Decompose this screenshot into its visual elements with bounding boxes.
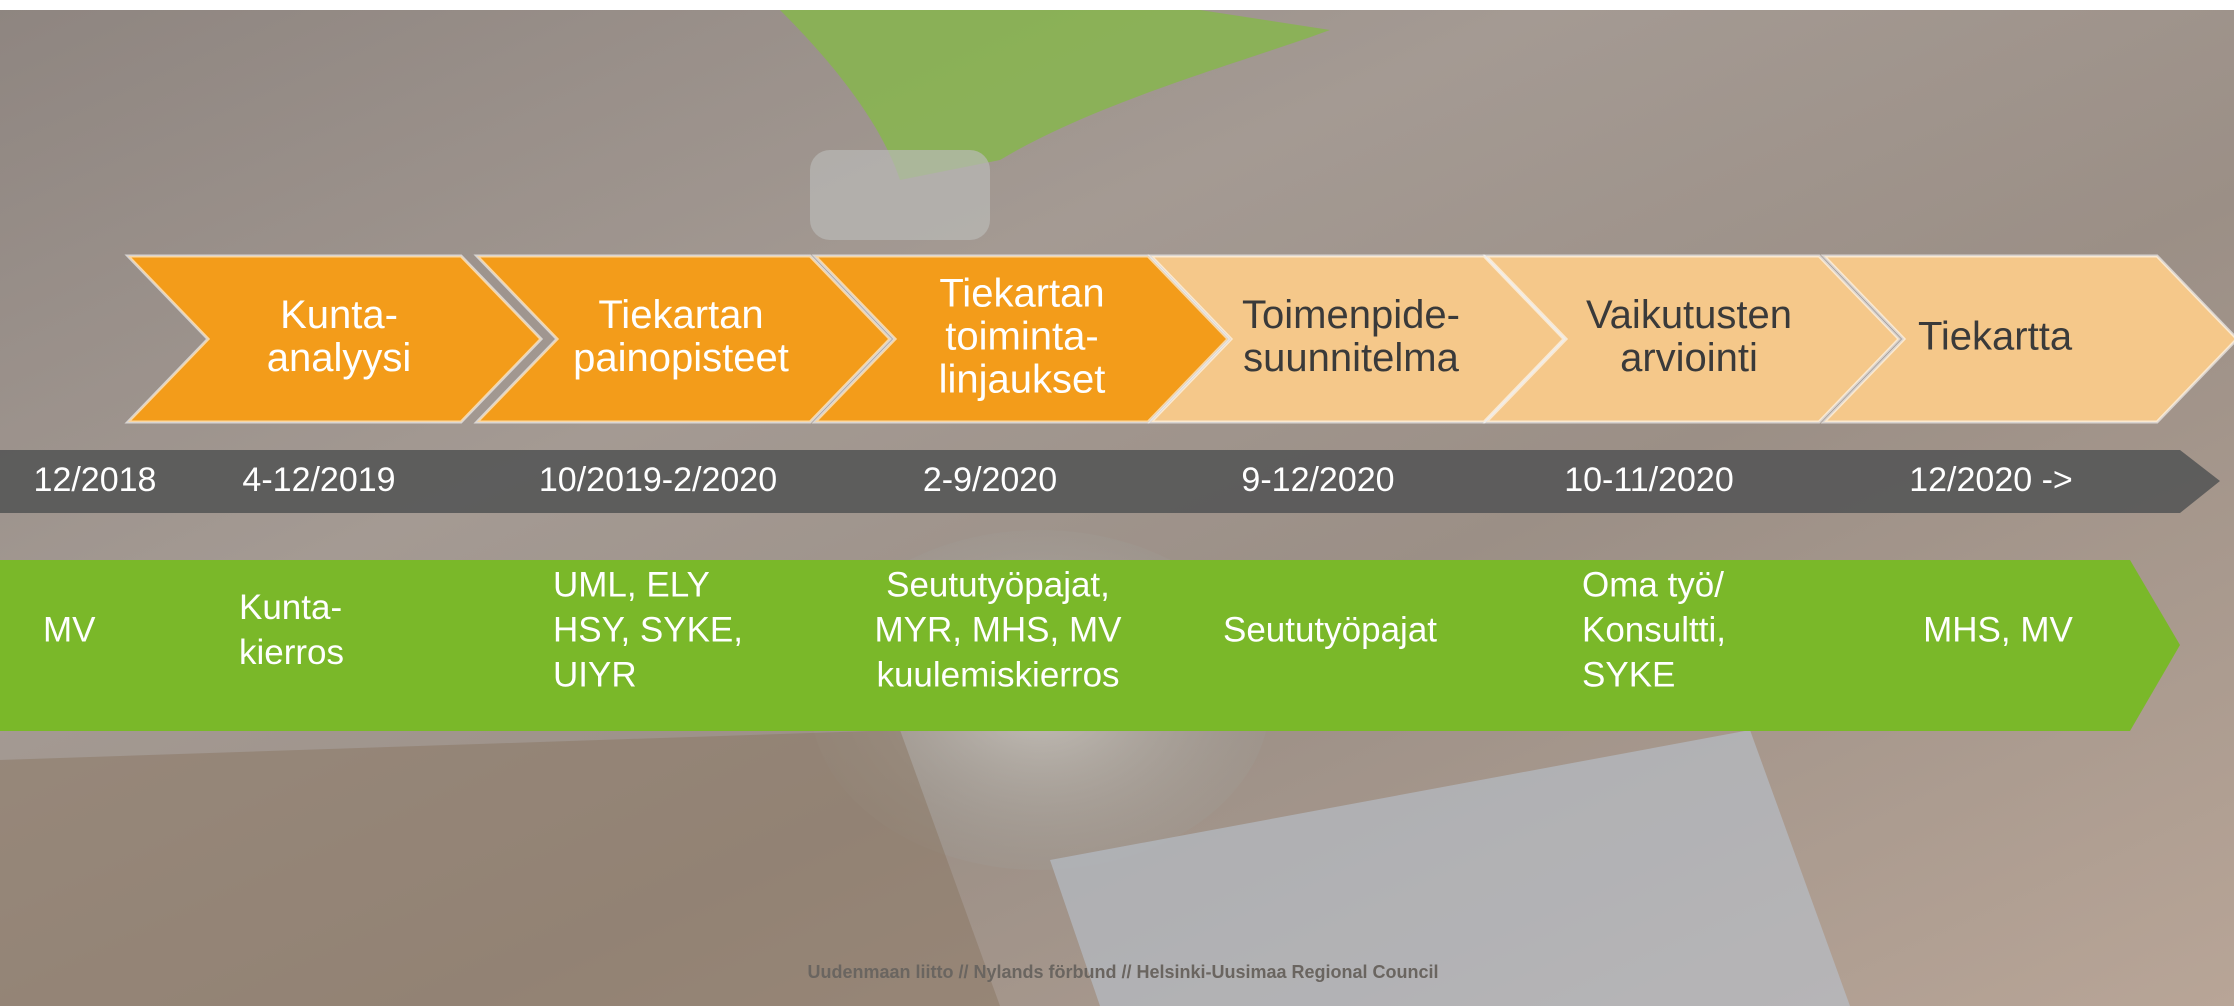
actor-bar (0, 560, 2180, 731)
chevron (811, 254, 1231, 424)
date-label: 10/2019-2/2020 (539, 461, 777, 499)
actor-label: SYKE (1582, 655, 1675, 694)
date-label: 12/2020 -> (1909, 461, 2073, 499)
step-label: Kunta- (280, 293, 398, 337)
actor-label: MYR, MHS, MV (875, 610, 1123, 649)
actor-label: HSY, SYKE, (553, 610, 743, 649)
step-label: painopisteet (573, 336, 789, 380)
date-label: 9-12/2020 (1241, 461, 1394, 499)
chevrons: Kunta-analyysiTiekartanpainopisteetTieka… (124, 254, 2234, 424)
step-label: linjaukset (939, 358, 1106, 402)
actor-label: kierros (239, 633, 344, 672)
actor-label: UIYR (553, 655, 637, 694)
wood-light (1050, 730, 1850, 1006)
actor-label: MV (43, 610, 96, 649)
actor-label: Seututyöpajat (1223, 610, 1437, 649)
date-label: 12/2018 (34, 461, 157, 499)
date-bar (0, 450, 2220, 513)
step-label: Tiekartan (939, 272, 1104, 316)
leaf (780, 10, 1330, 180)
actor-label: Oma työ/ (1582, 565, 1724, 604)
date-label: 4-12/2019 (242, 461, 395, 499)
step-label: Tiekartta (1918, 315, 2073, 359)
step-label: Tiekartan (598, 293, 763, 337)
chevron (473, 254, 893, 424)
actor-label: Seututyöpajat, (886, 565, 1110, 604)
date-label: 10-11/2020 (1564, 461, 1734, 499)
actor-label: Kunta- (239, 588, 342, 627)
step-label: arviointi (1620, 336, 1758, 380)
chevron (1482, 254, 1902, 424)
footer: Uudenmaan liitto // Nylands förbund // H… (807, 962, 1438, 982)
step-label: toiminta- (945, 315, 1098, 359)
top-edge (0, 0, 2234, 10)
step-label: analyysi (267, 336, 412, 380)
bulb-cap (810, 150, 990, 240)
wood (0, 730, 1000, 1006)
actor-label: Konsultti, (1582, 610, 1726, 649)
actors: MV Kunta-kierros UML, ELY HSY, SYKE, UIYR Seu… (43, 565, 2074, 694)
chevron (1820, 254, 2234, 424)
actor-label: MHS, MV (1923, 610, 2073, 649)
step-label: suunnitelma (1243, 336, 1459, 380)
actor-label: kuulemiskierros (876, 655, 1119, 694)
step-label: Toimenpide- (1242, 293, 1460, 337)
step-label: Vaikutusten (1586, 293, 1792, 337)
actor-label: UML, ELY (553, 565, 710, 604)
dates: 12/2018 4-12/2019 10/2019-2/2020 2-9/2020 9-… (34, 461, 2073, 499)
date-label: 2-9/2020 (923, 461, 1057, 499)
chevron (124, 254, 544, 424)
